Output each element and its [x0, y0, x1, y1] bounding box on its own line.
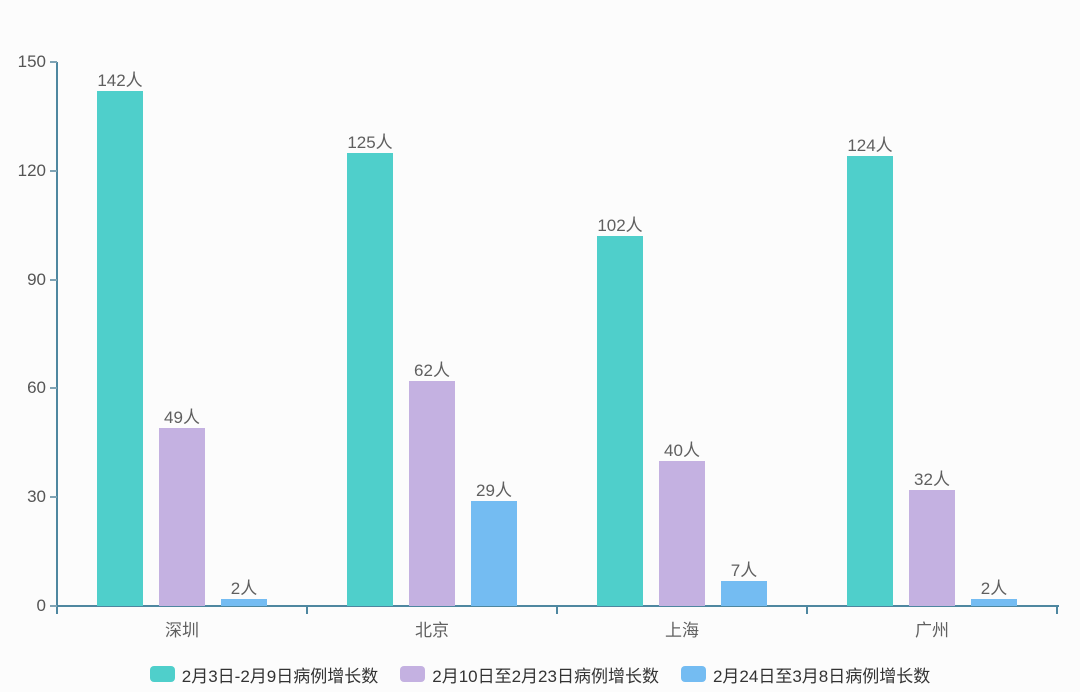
y-axis-tick-mark — [50, 387, 57, 390]
y-axis-tick-mark — [50, 61, 57, 63]
x-axis-tick-mark — [1056, 607, 1058, 614]
bar-value-label: 29人 — [476, 480, 512, 500]
legend-item-label: 2月10日至2月23日病例增长数 — [432, 666, 659, 686]
y-axis-tick-label: 60 — [27, 378, 46, 398]
bar-value-label: 62人 — [414, 361, 450, 381]
legend-swatch-icon — [680, 666, 706, 682]
bar-value-label: 124人 — [847, 136, 893, 156]
y-axis-tick-label: 0 — [36, 596, 46, 615]
bar-series2-上海[interactable] — [721, 580, 767, 606]
legend-swatch-icon — [400, 666, 426, 682]
bar-series0-广州[interactable] — [847, 156, 893, 606]
y-axis-tick-mark — [50, 169, 57, 172]
y-axis-tick-label: 150 — [17, 52, 46, 71]
legend-swatch-icon — [149, 666, 175, 682]
y-axis-tick-label: 90 — [27, 269, 46, 289]
bar-value-label: 125人 — [347, 132, 393, 152]
bar-series1-深圳[interactable] — [159, 428, 205, 606]
bar-value-label: 2人 — [230, 578, 258, 598]
bar-value-label: 32人 — [914, 469, 950, 489]
bar-value-label: 7人 — [730, 560, 758, 580]
bar-series1-北京[interactable] — [409, 381, 455, 606]
x-axis-tick-mark — [306, 607, 308, 614]
y-axis-tick-mark — [50, 496, 57, 499]
x-axis-label-3: 广州 — [915, 621, 949, 640]
bar-value-label: 40人 — [664, 440, 700, 460]
bar-series1-广州[interactable] — [909, 489, 955, 606]
bar-value-label: 2人 — [980, 578, 1008, 598]
legend: 2月3日-2月9日病例增长数 2月10日至2月23日病例增长数 2月24日至3月8日… — [0, 661, 1080, 687]
x-axis-tick-mark — [56, 607, 58, 614]
x-axis-label-0: 深圳 — [165, 621, 199, 640]
bar-value-label: 142人 — [97, 71, 143, 90]
bar-series0-上海[interactable] — [597, 236, 643, 606]
legend-item-label: 2月3日-2月9日病例增长数 — [181, 666, 379, 686]
bar-series2-深圳[interactable] — [221, 598, 267, 606]
legend-item-0[interactable]: 2月3日-2月9日病例增长数 — [149, 662, 379, 687]
y-axis-tick-mark — [50, 278, 57, 281]
bar-series1-上海[interactable] — [659, 460, 705, 606]
x-axis-label-2: 上海 — [665, 621, 699, 640]
x-axis-tick-mark — [556, 607, 558, 614]
y-axis-line — [56, 62, 58, 607]
legend-item-label: 2月24日至3月8日病例增长数 — [712, 666, 931, 686]
x-axis-label-1: 北京 — [415, 621, 449, 640]
x-axis-line — [56, 605, 1059, 607]
bar-series2-广州[interactable] — [971, 598, 1017, 606]
bar-series2-北京[interactable] — [471, 500, 517, 606]
y-axis-tick-label: 30 — [27, 487, 46, 507]
bar-series0-深圳[interactable] — [97, 91, 143, 606]
y-axis-tick-label: 120 — [17, 160, 46, 180]
x-axis-tick-mark — [806, 607, 808, 614]
bar-value-label: 102人 — [597, 216, 643, 236]
legend-item-1[interactable]: 2月10日至2月23日病例增长数 — [400, 662, 659, 687]
y-axis-tick-mark — [50, 605, 57, 607]
bar-series0-北京[interactable] — [347, 152, 393, 606]
bar-value-label: 49人 — [164, 408, 200, 428]
legend-item-2[interactable]: 2月24日至3月8日病例增长数 — [680, 662, 931, 687]
